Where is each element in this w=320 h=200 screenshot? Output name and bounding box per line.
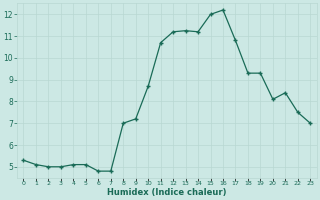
X-axis label: Humidex (Indice chaleur): Humidex (Indice chaleur) <box>107 188 227 197</box>
